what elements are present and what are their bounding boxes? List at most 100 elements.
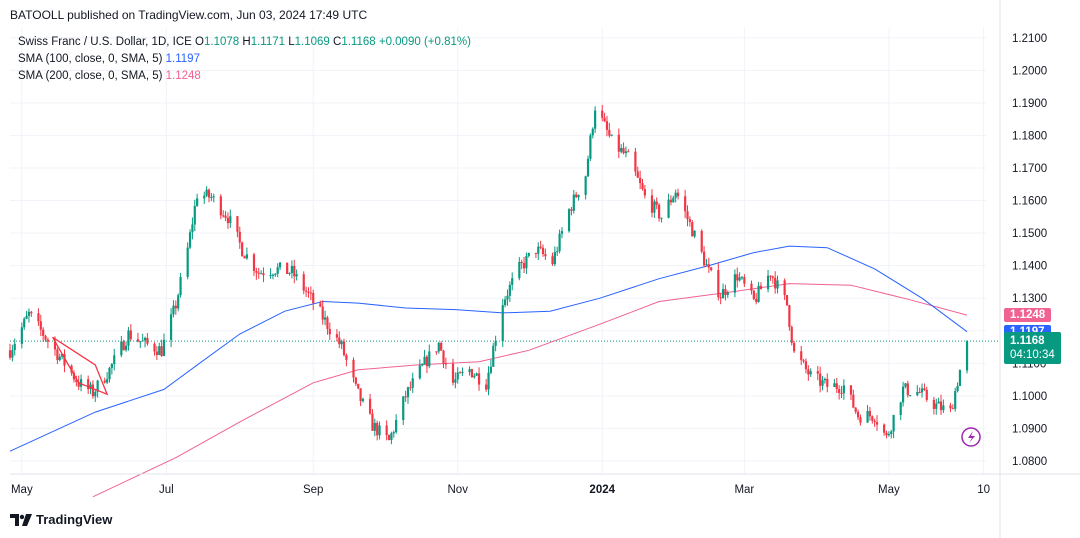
candle-body [61, 354, 64, 357]
candle-body [352, 359, 355, 378]
candle-body [539, 246, 542, 248]
candle-body [738, 277, 741, 281]
candle-body [804, 361, 808, 370]
candle-body [672, 197, 675, 203]
candle-body [705, 264, 708, 266]
candle-body [172, 305, 175, 315]
candle-body [932, 399, 935, 409]
sma100-label[interactable]: SMA (100, close, 0, SMA, 5) [18, 53, 163, 65]
candle-body [586, 158, 590, 177]
candle-body [866, 410, 869, 423]
candle-body [169, 314, 173, 340]
candle-body [94, 391, 97, 397]
candle-body [868, 410, 872, 417]
lightning-icon[interactable] [961, 427, 981, 447]
candle-body [506, 295, 509, 300]
candle-body [923, 388, 926, 390]
close-label: C [333, 36, 342, 48]
candle-body [89, 384, 92, 390]
chart-legend: Swiss Franc / U.S. Dollar, 1D, ICE O1.10… [18, 34, 471, 85]
footer-brand[interactable]: TradingView [10, 512, 112, 527]
candle-body [783, 280, 786, 296]
countdown-value: 04:10:34 [1010, 349, 1055, 362]
candle-body [965, 341, 969, 371]
candle-body [686, 211, 689, 220]
candle-body [522, 263, 526, 269]
candle-body [418, 365, 421, 379]
change-value: +0.0090 (+0.81%) [378, 36, 471, 48]
candle-body [411, 378, 414, 388]
candle-body [774, 277, 777, 289]
candle-body [406, 387, 410, 398]
candle-body [691, 222, 694, 237]
drawing-layer [52, 336, 109, 396]
candle-body [854, 407, 857, 412]
pattern-drawing [52, 336, 109, 396]
candle-body [584, 176, 587, 195]
candle-body [390, 433, 393, 441]
candle-body [236, 216, 239, 232]
candle-body [842, 385, 845, 394]
x-tick-label: May [11, 484, 33, 496]
candle-body [816, 371, 819, 374]
candle-body [11, 350, 14, 358]
candle-body [508, 284, 511, 296]
last-price-value: 1.1168 [1010, 335, 1045, 348]
candle-body [657, 204, 661, 219]
candle-body [608, 129, 611, 136]
candle-body [504, 299, 507, 306]
candle-body [56, 349, 59, 361]
candle-body [96, 380, 99, 392]
candle-body [290, 265, 294, 273]
candle-body [276, 267, 279, 274]
candle-body [158, 346, 161, 355]
candle-body [942, 405, 945, 411]
candle-body [551, 256, 554, 265]
candle-body [641, 183, 644, 190]
sma200-label[interactable]: SMA (200, close, 0, SMA, 5) [18, 70, 163, 82]
candle-body [153, 343, 156, 352]
open-label: O [195, 36, 204, 48]
candle-body [684, 196, 687, 212]
candle-body [42, 329, 45, 336]
candle-body [160, 346, 163, 357]
candle-body [212, 196, 215, 198]
candle-body [475, 373, 478, 376]
candle-body [838, 389, 841, 393]
candle-body [721, 289, 725, 299]
candle-body [710, 267, 713, 271]
candle-body [312, 293, 315, 304]
candle-body [162, 339, 166, 357]
candle-body [605, 121, 609, 130]
candle-body [733, 274, 736, 293]
candle-body [719, 297, 722, 299]
sma200-value: 1.1248 [165, 70, 201, 82]
candle-body [229, 216, 232, 224]
candle-body [700, 230, 703, 252]
symbol-title: Swiss Franc / U.S. Dollar, 1D, ICE [18, 36, 192, 48]
candle-body [871, 416, 874, 421]
x-tick-label: May [878, 484, 900, 496]
candle-body [108, 367, 111, 380]
candle-body [826, 378, 829, 387]
sma100-value: 1.1197 [165, 53, 200, 65]
candle-body [79, 379, 83, 387]
candle-body [77, 382, 80, 387]
candle-body [688, 219, 691, 223]
footer-brand-text: TradingView [36, 512, 113, 527]
candle-body [473, 375, 476, 378]
candle-body [402, 396, 405, 421]
candle-body [376, 422, 379, 436]
y-axis-labels: 1.2100 1.2000 1.1900 1.1800 1.1700 1.1600 1.15… [1012, 33, 1047, 468]
candle-body [186, 247, 189, 277]
candle-body [492, 345, 495, 367]
candle-body [23, 318, 26, 328]
candle-body [305, 290, 308, 292]
candle-body [136, 339, 140, 342]
candle-body [127, 330, 130, 346]
candle-body [260, 273, 263, 275]
candle-body [856, 411, 860, 418]
y-tick-label: 1.2100 [1012, 33, 1047, 45]
candle-body [37, 313, 40, 322]
